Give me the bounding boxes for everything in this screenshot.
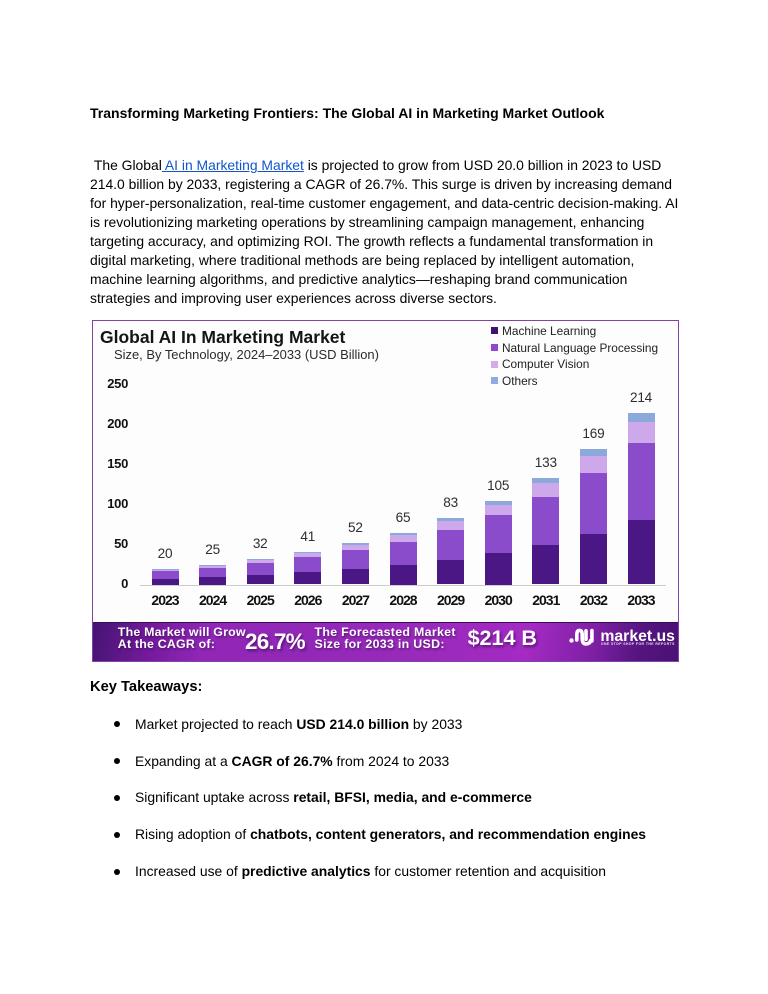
svg-text:market.us: market.us [600,628,675,645]
svg-text:ONE STOP SHOP FOR THE REPORTS: ONE STOP SHOP FOR THE REPORTS [601,642,675,646]
